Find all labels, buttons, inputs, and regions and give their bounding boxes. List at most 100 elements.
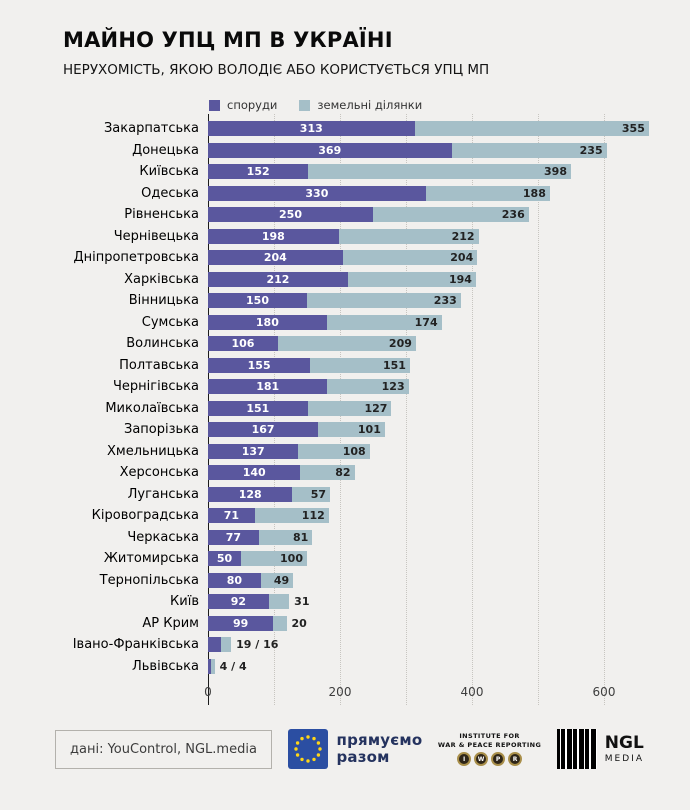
segment-buildings: 204 bbox=[208, 250, 343, 266]
legend-item-buildings: споруди bbox=[209, 98, 277, 112]
value-label-land: 355 bbox=[621, 122, 645, 136]
bar-row: Донецька 369 235 bbox=[0, 140, 690, 162]
category-label: Закарпатська bbox=[103, 121, 199, 137]
category-label: Черкаська bbox=[127, 529, 199, 545]
legend-item-land: земельні ділянки bbox=[299, 98, 422, 112]
bar-row: Дніпропетровська 204 204 bbox=[0, 247, 690, 269]
segment-buildings: 180 bbox=[208, 314, 327, 330]
category-label: Донецька bbox=[132, 142, 199, 158]
value-label-land: 204 bbox=[450, 251, 474, 265]
eu-flag-icon bbox=[287, 729, 328, 769]
segment-land: 355 bbox=[414, 121, 649, 137]
segment-buildings bbox=[208, 658, 211, 674]
chart-rows: Закарпатська 313 355 Донецька 369 235 Київська… bbox=[0, 118, 690, 677]
segment-land: 108 bbox=[298, 443, 370, 459]
value-label-buildings: 99 bbox=[233, 616, 249, 630]
category-label: Волинська bbox=[126, 336, 199, 352]
bar-segments: 50 100 bbox=[208, 551, 307, 567]
category-label: Херсонська bbox=[119, 465, 199, 481]
iwpr-medal-i-icon: I bbox=[457, 752, 472, 767]
legend-swatch-land-icon bbox=[299, 99, 311, 111]
segment-buildings: 167 bbox=[208, 422, 319, 438]
value-label-buildings: 155 bbox=[247, 358, 271, 372]
bar-row: Запорізька 167 101 bbox=[0, 419, 690, 441]
bar-segments: 137 108 bbox=[208, 443, 370, 459]
value-label-buildings: 50 bbox=[216, 552, 233, 566]
bar-row: Чернігівська 181 123 bbox=[0, 376, 690, 398]
ngl-media-logo: NGL MEDIA bbox=[556, 729, 644, 769]
segment-land: 151 bbox=[310, 357, 410, 373]
legend-swatch-buildings-icon bbox=[209, 99, 220, 111]
value-label-land: 81 bbox=[292, 530, 309, 544]
value-label-land: 194 bbox=[448, 272, 472, 286]
bar-row: Чернівецька 198 212 bbox=[0, 226, 690, 248]
ngl-barcode-icon bbox=[556, 729, 597, 769]
bar-row: Херсонська 140 82 bbox=[0, 462, 690, 484]
eu-logo-line1: прямуємо bbox=[336, 731, 423, 750]
segment-land: 82 bbox=[300, 465, 355, 481]
segment-buildings: 137 bbox=[208, 443, 299, 459]
value-label-buildings: 71 bbox=[223, 509, 240, 523]
value-label-land: 233 bbox=[433, 294, 457, 308]
value-label-land: 398 bbox=[544, 165, 567, 179]
value-label-land: 82 bbox=[335, 466, 351, 480]
footer: дані: YouControl, NGL.media прямуємо раз… bbox=[0, 705, 690, 769]
x-tick-label: 400 bbox=[460, 685, 484, 699]
bar-row: Рівненська 250 236 bbox=[0, 204, 690, 226]
value-label-land: 212 bbox=[451, 229, 475, 243]
category-label: Дніпропетровська bbox=[73, 250, 199, 266]
category-label: Львівська bbox=[132, 658, 199, 674]
bar-segments: 140 82 bbox=[208, 465, 355, 481]
value-label-buildings: 167 bbox=[251, 423, 275, 437]
value-label-land: 101 bbox=[357, 423, 381, 437]
category-label: Рівненська bbox=[124, 207, 199, 223]
bar-segments: 92 31 bbox=[208, 594, 309, 610]
bar-segments: 152 398 bbox=[208, 164, 571, 180]
gridline bbox=[538, 114, 539, 705]
segment-land: 49 bbox=[260, 572, 294, 588]
bar-row: Львівська 4 / 4 bbox=[0, 656, 690, 678]
segment-land: 235 bbox=[451, 142, 607, 158]
segment-buildings bbox=[208, 637, 221, 653]
value-label-buildings: 330 bbox=[305, 186, 329, 200]
category-label: Полтавська bbox=[119, 357, 199, 373]
segment-buildings: 150 bbox=[208, 293, 307, 309]
bar-row: Луганська 128 57 bbox=[0, 484, 690, 506]
segment-land: 57 bbox=[292, 486, 331, 502]
header: МАЙНО УПЦ МП В УКРАЇНІ НЕРУХОМІСТЬ, ЯКОЮ… bbox=[0, 0, 690, 78]
segment-buildings: 99 bbox=[208, 615, 274, 631]
segment-land: 236 bbox=[373, 207, 529, 223]
value-label-land: 112 bbox=[301, 509, 325, 523]
x-axis: 0 200 400 600 bbox=[0, 685, 690, 705]
segment-buildings: 181 bbox=[208, 379, 328, 395]
segment-land: 101 bbox=[318, 422, 385, 438]
value-label-buildings: 212 bbox=[266, 272, 290, 286]
eu-logo-line2: разом bbox=[336, 748, 390, 766]
value-label-land: 188 bbox=[522, 186, 546, 200]
category-label: АР Крим bbox=[142, 615, 199, 631]
value-label-buildings: 92 bbox=[230, 595, 247, 609]
category-label: Запорізька bbox=[123, 422, 199, 438]
x-tick-label: 600 bbox=[592, 685, 616, 699]
bar-segments: 99 20 bbox=[208, 615, 307, 631]
segment-land: 112 bbox=[254, 508, 329, 524]
segment-buildings: 50 bbox=[208, 551, 241, 567]
legend-label-land: земельні ділянки bbox=[317, 98, 423, 112]
bar-segments: 150 233 bbox=[208, 293, 461, 309]
category-label: Одеська bbox=[141, 185, 199, 201]
category-label: Вінницька bbox=[128, 293, 199, 309]
category-label: Івано-Франківська bbox=[72, 637, 199, 653]
bar-segments: 369 235 bbox=[208, 142, 607, 158]
value-label-buildings: 369 bbox=[318, 143, 342, 157]
segment-buildings: 140 bbox=[208, 465, 301, 481]
value-label-buildings: 250 bbox=[279, 208, 302, 222]
chart-title: МАЙНО УПЦ МП В УКРАЇНІ bbox=[63, 28, 393, 52]
bar-row: Івано-Франківська 19 / 16 bbox=[0, 634, 690, 656]
value-label-land: 236 bbox=[501, 208, 525, 222]
bar-segments: 77 81 bbox=[208, 529, 313, 545]
legend: споруди земельні ділянки bbox=[209, 98, 690, 112]
bar-segments: 155 151 bbox=[208, 357, 410, 373]
segment-buildings: 212 bbox=[208, 271, 348, 287]
gridline bbox=[604, 114, 605, 705]
